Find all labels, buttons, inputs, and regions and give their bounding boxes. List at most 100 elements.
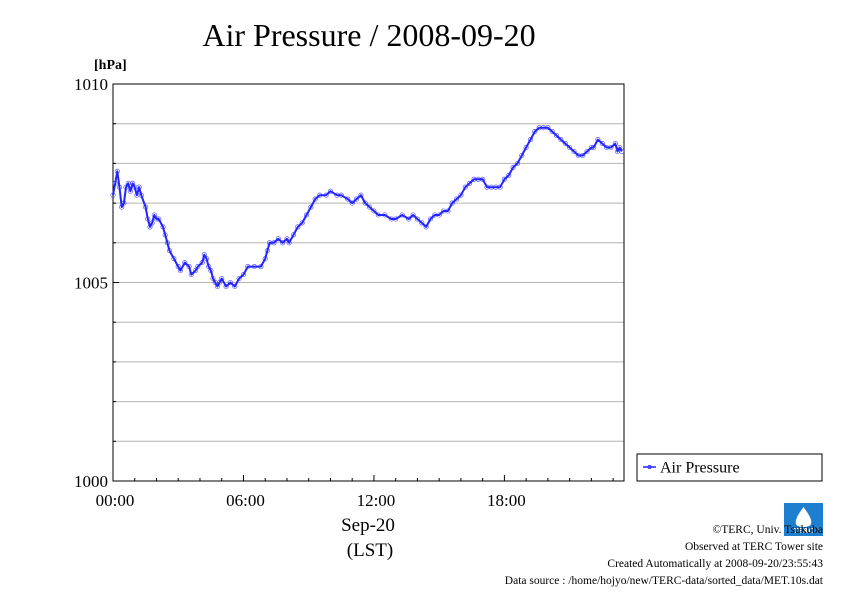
data-point (206, 264, 212, 270)
data-point (362, 200, 368, 206)
x-axis-timezone-label: (LST) (347, 540, 393, 561)
data-point (116, 184, 123, 190)
x-axis-date-label: Sep-20 (341, 515, 395, 536)
data-point (123, 184, 129, 190)
data-point (143, 204, 149, 210)
data-point (258, 264, 264, 270)
data-point (308, 204, 314, 210)
data-point (558, 137, 564, 143)
y-unit-label: [hPa] (94, 58, 127, 73)
data-point (171, 256, 177, 262)
axis-ticks (112, 83, 614, 482)
data-point (480, 176, 486, 182)
data-point (612, 141, 618, 147)
logo-text: TERC (793, 527, 813, 535)
data-point (514, 160, 521, 166)
data-point (193, 268, 199, 274)
data-point (151, 212, 157, 218)
data-point (110, 192, 116, 198)
data-point (532, 129, 538, 135)
data-point (182, 260, 188, 266)
data-point (175, 264, 181, 270)
data-point (195, 264, 201, 270)
gridlines (113, 123, 624, 442)
data-point (227, 279, 233, 286)
data-point (599, 141, 605, 147)
data-point (423, 224, 429, 230)
data-point (462, 184, 468, 190)
data-point (580, 152, 586, 159)
data-point (156, 216, 162, 222)
data-point (162, 232, 168, 238)
data-point (149, 220, 155, 226)
x-tick-label: 06:00 (226, 491, 265, 510)
data-point (467, 180, 473, 186)
data-point (445, 208, 451, 214)
data-point (608, 144, 614, 151)
data-point (419, 220, 425, 226)
data-point (166, 248, 173, 254)
x-tick-label: 12:00 (357, 491, 396, 510)
data-point (562, 141, 568, 147)
data-point (510, 164, 516, 170)
data-point (338, 192, 344, 198)
chart-title: Air Pressure / 2008-09-20 (202, 17, 535, 53)
data-point (232, 283, 238, 290)
data-point (497, 184, 503, 190)
data-point (295, 224, 301, 230)
data-point (136, 184, 142, 190)
credit-source: Data source : /home/hojyo/new/TERC-data/… (505, 575, 824, 587)
data-point (138, 192, 144, 198)
data-point (210, 275, 216, 282)
data-point (271, 240, 277, 246)
data-point (449, 200, 455, 206)
data-point (584, 148, 590, 155)
data-point (236, 275, 242, 282)
series-layer (110, 125, 625, 290)
data-point (121, 200, 127, 206)
data-point (188, 272, 194, 278)
data-point (367, 204, 373, 210)
data-point (280, 240, 286, 246)
credit-observed: Observed at TERC Tower site (685, 541, 823, 553)
data-point (164, 240, 170, 246)
data-point (303, 212, 310, 218)
legend-label: Air Pressure (660, 460, 740, 477)
data-point (299, 220, 305, 226)
data-point (523, 144, 529, 151)
water-drop-icon (795, 507, 812, 527)
data-point (145, 216, 151, 222)
credit-copyright: ©TERC, Univ. Tsukuba (713, 524, 823, 536)
data-point (406, 216, 412, 222)
data-point (284, 236, 290, 242)
data-point (371, 208, 377, 214)
y-tick-label: 1005 (74, 274, 108, 293)
data-point (345, 196, 351, 202)
data-point (617, 144, 623, 151)
data-point (327, 188, 333, 194)
data-point (317, 192, 323, 198)
legend-swatch-marker (647, 464, 652, 469)
terc-logo: TERC (784, 503, 823, 536)
data-point (147, 224, 153, 230)
data-point (130, 180, 136, 186)
data-point (414, 216, 420, 222)
data-point (619, 148, 625, 155)
y-tick-label: 1010 (74, 75, 108, 94)
data-point (382, 212, 388, 218)
data-point (290, 232, 297, 238)
data-point (262, 256, 268, 262)
data-point (399, 212, 405, 218)
data-point (591, 144, 597, 151)
data-point (519, 152, 525, 159)
data-point (275, 236, 281, 242)
data-point (506, 172, 512, 178)
credit-created: Created Automatically at 2008-09-20/23:5… (607, 558, 823, 570)
data-point (545, 125, 551, 131)
data-point (264, 248, 270, 254)
legend: Air Pressure (636, 453, 823, 482)
series-line (112, 126, 623, 288)
data-point (567, 144, 573, 151)
data-point (393, 216, 399, 222)
